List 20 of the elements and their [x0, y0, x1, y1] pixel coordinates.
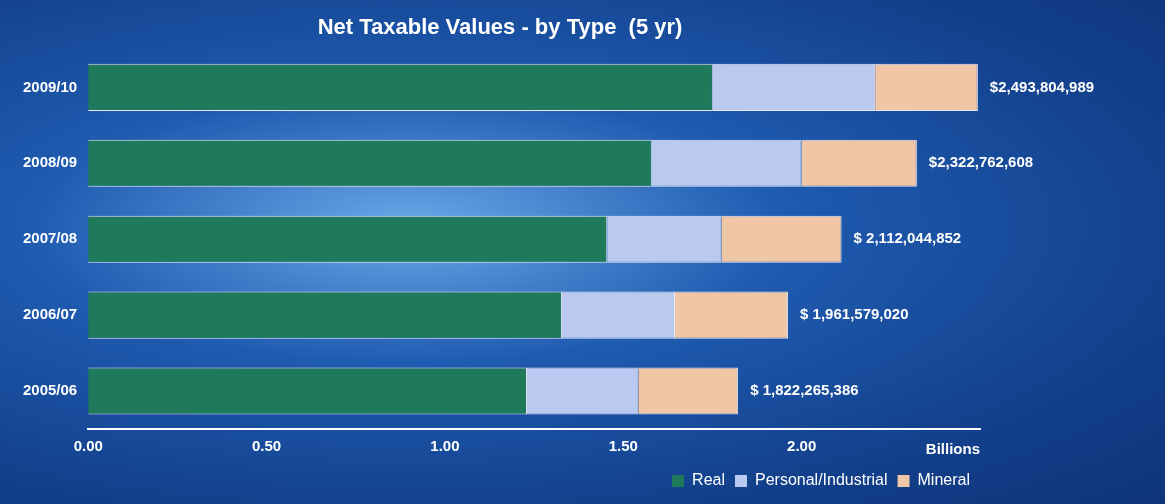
- chart-title: Net Taxable Values - by Type (5 yr): [317, 14, 683, 40]
- legend-label: Mineral: [917, 471, 971, 489]
- annotation: $ 1,822,265,386: [750, 381, 859, 399]
- y-tick-label: 2007/08: [22, 229, 78, 247]
- x-tick-label: 1.00: [430, 437, 460, 455]
- x-tick-label: 0.00: [73, 437, 103, 455]
- annotation: $ 2,112,044,852: [853, 229, 962, 247]
- y-tick-label: 2006/07: [22, 305, 78, 323]
- annotation: $ 1,961,579,020: [800, 305, 909, 323]
- x-tick-label: 0.50: [251, 437, 282, 455]
- y-tick-label: 2009/10: [22, 77, 78, 95]
- legend-label: Real: [692, 471, 726, 489]
- legend-label: Personal/Industrial: [755, 471, 888, 489]
- y-tick-label: 2005/06: [22, 381, 78, 399]
- annotation: $2,493,804,989: [989, 77, 1095, 95]
- x-axis-title: Billions: [925, 440, 980, 458]
- annotation: $2,322,762,608: [928, 153, 1034, 171]
- x-tick-label: 1.50: [608, 437, 638, 455]
- y-tick-label: 2008/09: [22, 153, 78, 171]
- x-tick-label: 2.00: [787, 437, 817, 455]
